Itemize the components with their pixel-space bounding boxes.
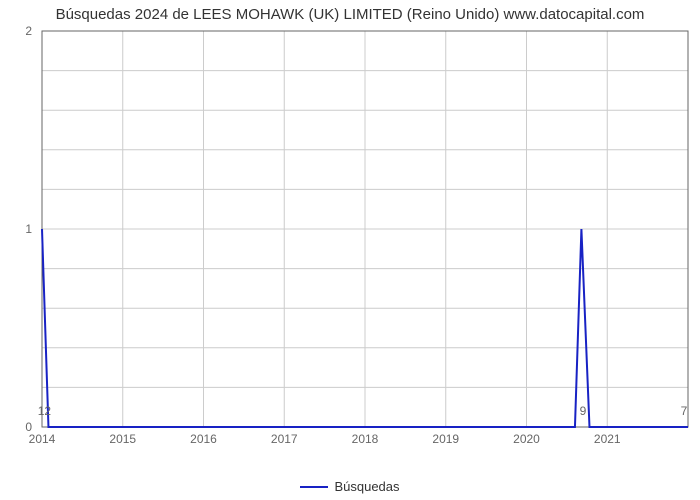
- svg-text:1: 1: [25, 222, 32, 236]
- svg-text:2017: 2017: [271, 432, 298, 446]
- svg-text:2018: 2018: [352, 432, 379, 446]
- svg-text:2015: 2015: [109, 432, 136, 446]
- legend-label: Búsquedas: [334, 479, 399, 494]
- svg-text:7: 7: [681, 404, 688, 418]
- svg-text:2014: 2014: [29, 432, 56, 446]
- svg-text:2016: 2016: [190, 432, 217, 446]
- chart-container: Búsquedas 2024 de LEES MOHAWK (UK) LIMIT…: [0, 0, 700, 500]
- plot-area: 012201420152016201720182019202020211297: [0, 23, 700, 477]
- chart-title: Búsquedas 2024 de LEES MOHAWK (UK) LIMIT…: [56, 6, 645, 23]
- legend: Búsquedas: [300, 479, 399, 494]
- line-chart-svg: 012201420152016201720182019202020211297: [0, 23, 700, 453]
- svg-text:9: 9: [580, 404, 587, 418]
- svg-text:2021: 2021: [594, 432, 621, 446]
- svg-text:2019: 2019: [432, 432, 459, 446]
- legend-swatch: [300, 486, 328, 488]
- svg-text:2: 2: [25, 24, 32, 38]
- svg-text:2020: 2020: [513, 432, 540, 446]
- svg-text:12: 12: [38, 404, 52, 418]
